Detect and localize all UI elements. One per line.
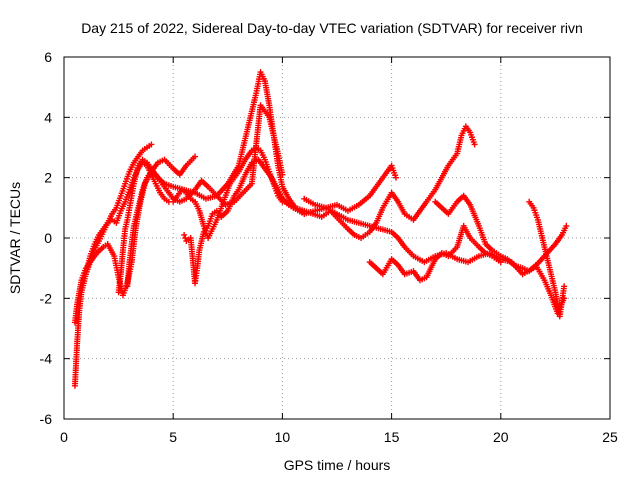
x-tick-label: 10 [275, 429, 291, 445]
y-tick-label: 0 [44, 230, 52, 246]
data-point [561, 283, 568, 290]
x-tick-label: 15 [384, 429, 400, 445]
data-point [279, 171, 286, 178]
series-sat-k [526, 198, 568, 320]
plot-frame [63, 56, 611, 420]
x-axis-label: GPS time / hours [284, 457, 391, 473]
series-sat-f [181, 156, 399, 287]
data-point [471, 141, 478, 148]
data-point [563, 222, 570, 229]
x-tick-label: 0 [60, 429, 68, 445]
ticks: 0 5 10 15 20 25 -6 -4 -2 0 2 4 6 [40, 49, 618, 445]
y-tick-label: 2 [44, 170, 52, 186]
y-tick-label: 6 [44, 49, 52, 65]
data-point [192, 153, 199, 160]
x-tick-label: 5 [169, 429, 177, 445]
data-point [392, 174, 399, 181]
series-sat-h [301, 195, 570, 278]
y-axis-label: SDTVAR / TECUs [7, 182, 23, 294]
data-point [148, 141, 155, 148]
data-point-interp [182, 235, 189, 241]
data-point [497, 259, 504, 266]
series-sat-i [366, 222, 504, 284]
data-point [181, 231, 188, 238]
grid [64, 57, 610, 419]
x-tick-label: 25 [602, 429, 618, 445]
series-sat-a [71, 141, 155, 389]
series-sat-e [124, 102, 286, 290]
y-tick-label: -6 [40, 411, 53, 427]
series-sat-j [432, 192, 568, 317]
y-tick-label: -2 [40, 290, 53, 306]
series-sat-g [268, 123, 478, 241]
data-points [71, 69, 570, 389]
y-tick-label: 4 [44, 109, 52, 125]
y-tick-label: -4 [40, 351, 53, 367]
chart-title: Day 215 of 2022, Sidereal Day-to-day VTE… [81, 20, 583, 36]
x-tick-label: 20 [493, 429, 509, 445]
series-sat-c [82, 144, 286, 278]
